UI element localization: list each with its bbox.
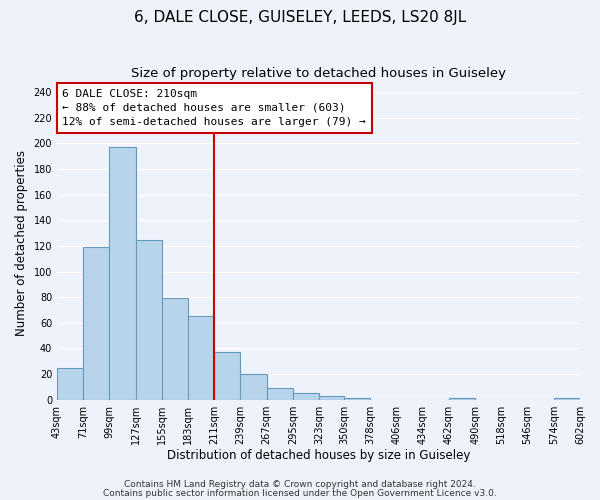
Bar bbox=[266, 388, 293, 400]
Bar bbox=[319, 396, 344, 400]
Bar bbox=[241, 374, 266, 400]
Text: Contains public sector information licensed under the Open Government Licence v3: Contains public sector information licen… bbox=[103, 488, 497, 498]
Text: 6, DALE CLOSE, GUISELEY, LEEDS, LS20 8JL: 6, DALE CLOSE, GUISELEY, LEEDS, LS20 8JL bbox=[134, 10, 466, 25]
Text: Contains HM Land Registry data © Crown copyright and database right 2024.: Contains HM Land Registry data © Crown c… bbox=[124, 480, 476, 489]
Bar bbox=[162, 298, 188, 400]
Y-axis label: Number of detached properties: Number of detached properties bbox=[15, 150, 28, 336]
Title: Size of property relative to detached houses in Guiseley: Size of property relative to detached ho… bbox=[131, 68, 506, 80]
Bar bbox=[214, 352, 241, 400]
Bar bbox=[136, 240, 162, 400]
Bar bbox=[554, 398, 580, 400]
Text: 6 DALE CLOSE: 210sqm
← 88% of detached houses are smaller (603)
12% of semi-deta: 6 DALE CLOSE: 210sqm ← 88% of detached h… bbox=[62, 89, 366, 127]
Bar bbox=[344, 398, 370, 400]
Bar bbox=[293, 394, 319, 400]
Bar bbox=[449, 398, 475, 400]
X-axis label: Distribution of detached houses by size in Guiseley: Distribution of detached houses by size … bbox=[167, 450, 470, 462]
Bar bbox=[109, 148, 136, 400]
Bar bbox=[83, 248, 109, 400]
Bar bbox=[57, 368, 83, 400]
Bar bbox=[188, 316, 214, 400]
